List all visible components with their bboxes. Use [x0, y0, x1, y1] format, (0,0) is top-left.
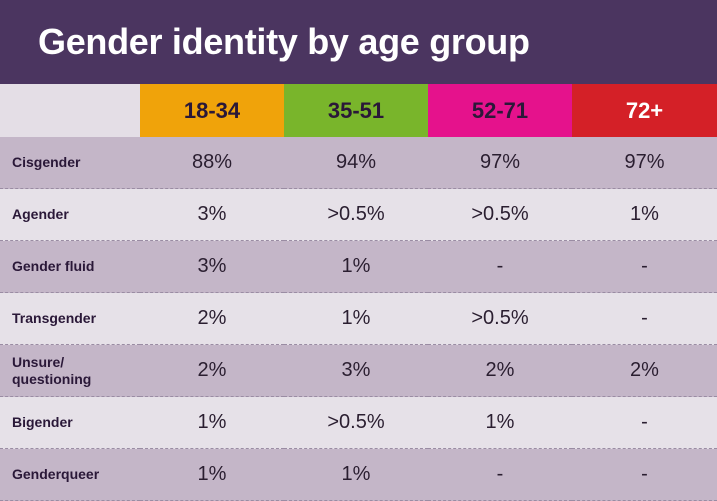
- table-cell: 3%: [140, 240, 284, 293]
- table-row: Agender 3% >0.5% >0.5% 1%: [0, 188, 717, 241]
- table-cell: 1%: [284, 292, 428, 345]
- row-label: Unsure/ questioning: [0, 344, 140, 397]
- row-label: Gender fluid: [0, 240, 140, 293]
- row-label: Genderqueer: [0, 448, 140, 501]
- table-cell: 2%: [140, 344, 284, 397]
- table-cell: 1%: [428, 396, 572, 449]
- table-cell: 94%: [284, 137, 428, 189]
- page-title: Gender identity by age group: [38, 21, 530, 62]
- table-cell: 88%: [140, 137, 284, 189]
- table-row: Cisgender 88% 94% 97% 97%: [0, 137, 717, 189]
- table-cell: 3%: [284, 344, 428, 397]
- table-cell: -: [428, 240, 572, 293]
- table-row: Unsure/ questioning 2% 3% 2% 2%: [0, 344, 717, 397]
- table-row: Bigender 1% >0.5% 1% -: [0, 396, 717, 449]
- table-cell: >0.5%: [284, 396, 428, 449]
- table-cell: >0.5%: [284, 188, 428, 241]
- column-header-52-71: 52-71: [428, 84, 572, 137]
- column-header-18-34: 18-34: [140, 84, 284, 137]
- table-cell: 1%: [140, 448, 284, 501]
- table-cell: >0.5%: [428, 292, 572, 345]
- table-cell: 1%: [284, 240, 428, 293]
- table-cell: 2%: [140, 292, 284, 345]
- table-cell: -: [572, 240, 717, 293]
- table-cell: 2%: [428, 344, 572, 397]
- gender-identity-table: 18-34 35-51 52-71 72+ Cisgender 88% 94% …: [0, 84, 717, 501]
- table-cell: 1%: [572, 188, 717, 241]
- table-cell: -: [572, 292, 717, 345]
- table-cell: >0.5%: [428, 188, 572, 241]
- table-cell: 1%: [284, 448, 428, 501]
- title-bar: Gender identity by age group: [0, 0, 717, 84]
- row-label: Agender: [0, 188, 140, 241]
- corner-cell: [0, 84, 140, 137]
- row-label: Bigender: [0, 396, 140, 449]
- table-cell: 97%: [428, 137, 572, 189]
- table-cell: -: [428, 448, 572, 501]
- table-cell: 97%: [572, 137, 717, 189]
- table-cell: -: [572, 396, 717, 449]
- column-header-35-51: 35-51: [284, 84, 428, 137]
- row-label: Transgender: [0, 292, 140, 345]
- table-cell: 2%: [572, 344, 717, 397]
- header-row: 18-34 35-51 52-71 72+: [0, 84, 717, 137]
- table-cell: 1%: [140, 396, 284, 449]
- table-row: Genderqueer 1% 1% - -: [0, 448, 717, 501]
- table-row: Transgender 2% 1% >0.5% -: [0, 292, 717, 345]
- row-label: Cisgender: [0, 137, 140, 189]
- table-row: Gender fluid 3% 1% - -: [0, 240, 717, 293]
- table-cell: 3%: [140, 188, 284, 241]
- table-cell: -: [572, 448, 717, 501]
- column-header-72-plus: 72+: [572, 84, 717, 137]
